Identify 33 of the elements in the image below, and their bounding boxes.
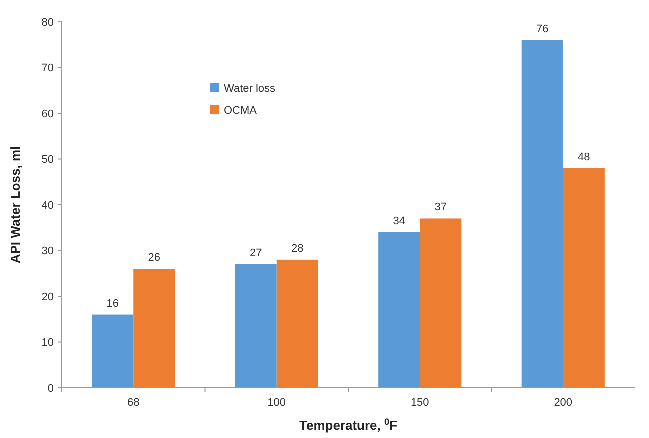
bar: [235, 264, 277, 388]
y-tick-label: 50: [42, 154, 54, 166]
data-label: 76: [536, 23, 549, 36]
x-tick-label: 200: [554, 397, 573, 409]
x-axis-title: Temperature, $^{0}$F: [299, 417, 398, 433]
y-tick-label: 30: [42, 246, 54, 258]
x-tick-label: 68: [128, 397, 140, 409]
y-tick-label: 0: [48, 382, 54, 395]
x-tick-label: 100: [268, 397, 286, 409]
y-axis-title: API Water Loss, ml: [8, 146, 23, 264]
data-label: 37: [434, 202, 448, 214]
y-tick-label: 20: [42, 291, 54, 304]
data-label: 34: [393, 215, 406, 228]
bar: [92, 314, 134, 388]
bar: [420, 218, 462, 388]
y-tick-label: 80: [42, 16, 54, 29]
bar: [522, 40, 564, 388]
y-tick-label: 60: [42, 108, 54, 120]
data-label: 28: [292, 242, 304, 255]
y-tick-label: 70: [42, 62, 54, 75]
bar: [563, 168, 605, 388]
data-label: 16: [106, 298, 119, 310]
legend-label: Water loss: [224, 82, 276, 95]
x-tick-label: 150: [410, 397, 430, 409]
y-tick-label: 10: [42, 337, 54, 350]
bar: [378, 232, 420, 388]
data-label: 26: [148, 252, 161, 264]
data-label: 27: [250, 247, 262, 260]
bar: [276, 260, 318, 388]
y-tick-label: 40: [42, 200, 54, 212]
bar: [134, 269, 176, 388]
data-label: 48: [578, 151, 590, 164]
legend-label: OCMA: [224, 104, 258, 117]
